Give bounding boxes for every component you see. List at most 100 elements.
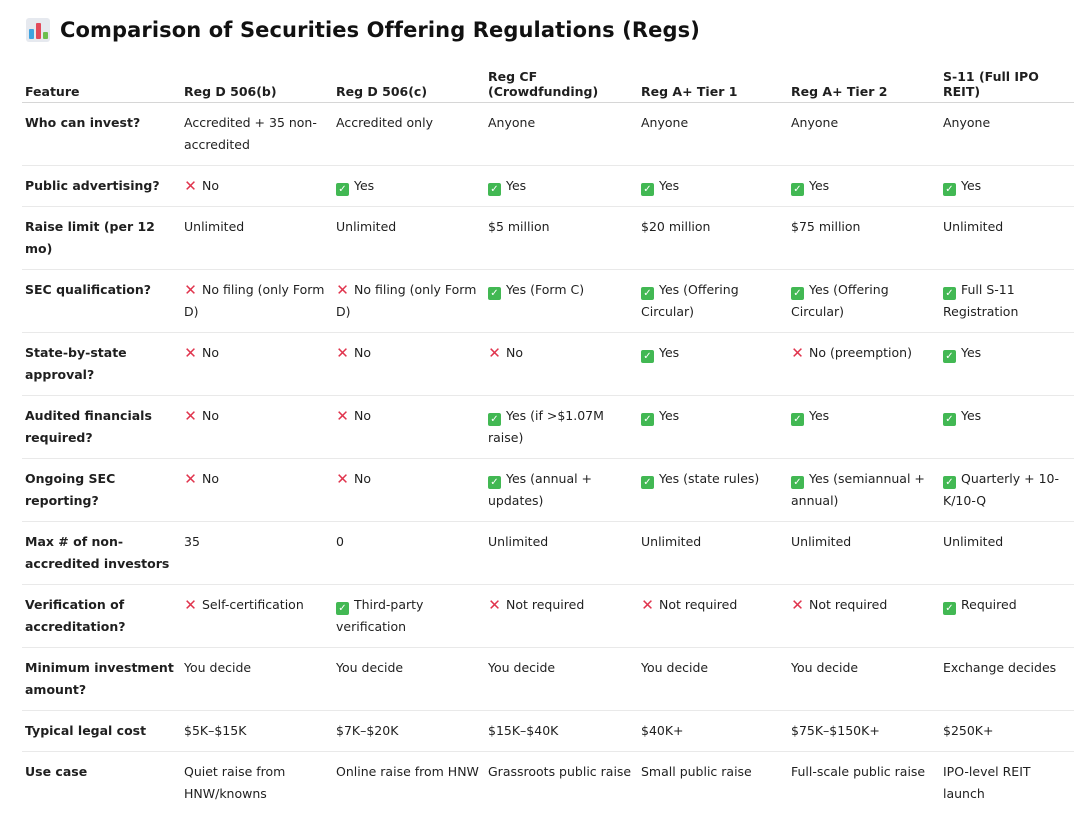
check-mark-icon: ✓: [791, 475, 804, 489]
table-cell: Unlimited: [788, 521, 940, 585]
cell-text: Full-scale public raise: [791, 763, 926, 779]
cell-text: Yes: [659, 177, 680, 193]
table-cell: ✓ Yes: [333, 165, 485, 207]
feature-cell: Audited financials required?: [22, 395, 181, 459]
cross-mark-icon: ✕: [184, 469, 197, 488]
table-cell: ✓ Yes: [940, 165, 1074, 207]
cell-text: Anyone: [641, 114, 689, 130]
cell-text: Unlimited: [488, 533, 549, 549]
cell-text: No: [202, 470, 219, 486]
page: Comparison of Securities Offering Regula…: [22, 18, 1074, 801]
cross-mark-icon: ✕: [641, 595, 654, 614]
cell-text: Accredited only: [336, 114, 433, 130]
table-row: Who can invest? Accredited + 35 non-accre…: [22, 102, 1074, 166]
cell-text: Yes: [354, 177, 375, 193]
table-cell: ✓ Yes: [788, 395, 940, 459]
table-cell: Accredited + 35 non-accredited: [181, 102, 333, 166]
feature-cell: SEC qualification?: [22, 269, 181, 333]
cross-mark-icon: ✕: [488, 595, 501, 614]
table-cell: $75 million: [788, 206, 940, 270]
cell-text: IPO-level REIT launch: [943, 763, 1031, 801]
cell-text: Anyone: [488, 114, 536, 130]
cell-text: Not required: [506, 596, 585, 612]
cell-text: Exchange decides: [943, 659, 1057, 675]
check-mark-icon: ✓: [791, 412, 804, 426]
table-cell: ✓ Yes: [940, 332, 1074, 396]
cell-text: Yes: [809, 177, 830, 193]
cell-text: Unlimited: [336, 218, 397, 234]
table-cell: ✕ No: [485, 332, 638, 396]
cross-mark-icon: ✕: [184, 406, 197, 425]
cell-text: No (preemption): [809, 344, 912, 360]
table-cell: You decide: [333, 647, 485, 711]
table-cell: Unlimited: [485, 521, 638, 585]
table-cell: ✓ Yes (state rules): [638, 458, 788, 522]
cell-text: Quiet raise from HNW/knowns: [184, 763, 286, 801]
cell-text: Third-party verification: [336, 596, 424, 634]
table-cell: ✕ No filing (only Form D): [181, 269, 333, 333]
cell-text: Yes (Offering Circular): [791, 281, 889, 319]
check-mark-icon: ✓: [943, 349, 956, 363]
cell-text: $20 million: [641, 218, 711, 234]
table-cell: ✕ Not required: [788, 584, 940, 648]
feature-cell: Verification of accreditation?: [22, 584, 181, 648]
cell-text: $75 million: [791, 218, 861, 234]
cell-text: Anyone: [943, 114, 991, 130]
column-header-reg-a-tier-2: Reg A+ Tier 2: [788, 62, 940, 103]
cross-mark-icon: ✕: [184, 280, 197, 299]
table-cell: ✓ Yes (Offering Circular): [638, 269, 788, 333]
comparison-table: Feature Reg D 506(b) Reg D 506(c) Reg CF…: [22, 62, 1074, 814]
cell-text: Yes (semiannual + annual): [791, 470, 925, 508]
cell-text: $7K–$20K: [336, 722, 399, 738]
cross-mark-icon: ✕: [336, 406, 349, 425]
cell-text: Unlimited: [943, 533, 1004, 549]
check-mark-icon: ✓: [943, 475, 956, 489]
column-header-reg-a-tier-1: Reg A+ Tier 1: [638, 62, 788, 103]
table-cell: $40K+: [638, 710, 788, 752]
feature-cell: Who can invest?: [22, 102, 181, 166]
column-header-reg-cf: Reg CF (Crowdfunding): [485, 62, 638, 103]
table-cell: Unlimited: [940, 521, 1074, 585]
cell-text: Yes: [506, 177, 527, 193]
check-mark-icon: ✓: [943, 601, 956, 615]
cross-mark-icon: ✕: [791, 343, 804, 362]
table-cell: ✕ No: [181, 395, 333, 459]
cross-mark-icon: ✕: [488, 343, 501, 362]
bar-chart-icon: [26, 18, 50, 42]
column-header-s-11: S-11 (Full IPO REIT): [940, 62, 1074, 103]
cell-text: You decide: [641, 659, 709, 675]
cell-text: $250K+: [943, 722, 994, 738]
table-cell: Anyone: [638, 102, 788, 166]
table-cell: $250K+: [940, 710, 1074, 752]
feature-cell: Minimum investment amount?: [22, 647, 181, 711]
check-mark-icon: ✓: [488, 286, 501, 300]
check-mark-icon: ✓: [943, 286, 956, 300]
table-cell: $15K–$40K: [485, 710, 638, 752]
table-cell: Unlimited: [940, 206, 1074, 270]
table-cell: ✓ Yes: [788, 165, 940, 207]
cell-text: Yes: [961, 177, 982, 193]
table-cell: ✓ Yes (Form C): [485, 269, 638, 333]
table-cell: Full-scale public raise: [788, 751, 940, 814]
table-cell: ✓ Third-party verification: [333, 584, 485, 648]
table-cell: ✕ Not required: [485, 584, 638, 648]
table-cell: Quiet raise from HNW/knowns: [181, 751, 333, 814]
cell-text: $15K–$40K: [488, 722, 559, 738]
table-cell: You decide: [485, 647, 638, 711]
page-title-text: Comparison of Securities Offering Regula…: [60, 18, 700, 42]
table-cell: ✕ No: [181, 458, 333, 522]
table-header-row: Feature Reg D 506(b) Reg D 506(c) Reg CF…: [22, 62, 1074, 103]
cell-text: Yes: [961, 407, 982, 423]
cell-text: No: [202, 177, 219, 193]
cross-mark-icon: ✕: [336, 469, 349, 488]
table-cell: ✓ Yes (semiannual + annual): [788, 458, 940, 522]
table-cell: $20 million: [638, 206, 788, 270]
cell-text: Yes: [659, 407, 680, 423]
cell-text: Online raise from HNW: [336, 763, 479, 779]
feature-cell: Typical legal cost: [22, 710, 181, 752]
cell-text: Full S-11 Registration: [943, 281, 1019, 319]
table-cell: ✕ No filing (only Form D): [333, 269, 485, 333]
table-cell: Unlimited: [181, 206, 333, 270]
table-cell: ✓ Yes: [638, 165, 788, 207]
table-cell: ✓ Yes: [638, 395, 788, 459]
